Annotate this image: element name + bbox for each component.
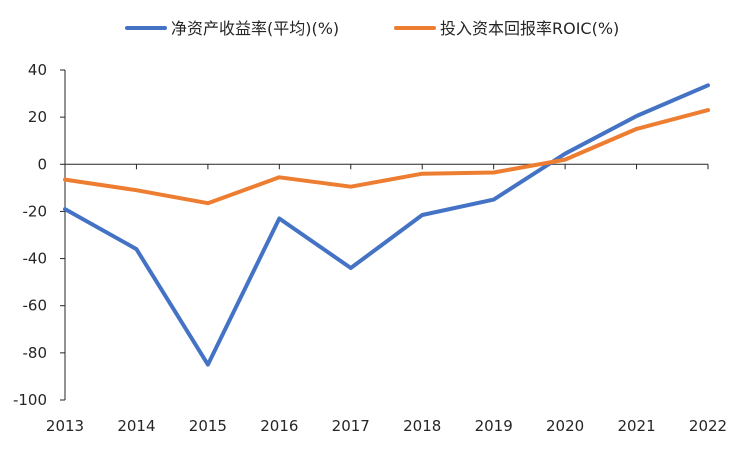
y-tick-label: -60 [23, 297, 48, 315]
x-tick-label: 2017 [332, 417, 370, 435]
y-tick-label: 40 [28, 61, 47, 79]
x-tick-label: 2013 [46, 417, 84, 435]
y-tick-label: -80 [23, 344, 48, 362]
x-tick-label: 2016 [260, 417, 298, 435]
legend-label-1: 净资产收益率(平均)(%) [171, 19, 339, 38]
x-tick-label: 2014 [117, 417, 155, 435]
series-group [63, 83, 710, 367]
series-line-1 [63, 83, 710, 367]
x-tick-label: 2022 [689, 417, 727, 435]
y-tick-label: -40 [23, 250, 48, 268]
axes: 40 20 0 -20 -40 -60 -80 -100 2013 2014 2015 2016 201… [13, 61, 727, 435]
x-tick-label: 2019 [475, 417, 513, 435]
x-tick-label: 2020 [546, 417, 584, 435]
legend-label-2: 投入资本回报率ROIC(%) [440, 19, 619, 38]
y-tick-label: 0 [37, 155, 47, 173]
legend: 净资产收益率(平均)(%) 投入资本回报率ROIC(%) [125, 19, 619, 38]
x-tick-label: 2021 [617, 417, 655, 435]
y-tick-label: 20 [28, 108, 47, 126]
x-tick-label: 2015 [189, 417, 227, 435]
y-tick-label: -20 [23, 202, 48, 220]
series-line-2 [63, 108, 710, 206]
x-tick-label: 2018 [403, 417, 441, 435]
y-tick-label: -100 [13, 391, 47, 409]
